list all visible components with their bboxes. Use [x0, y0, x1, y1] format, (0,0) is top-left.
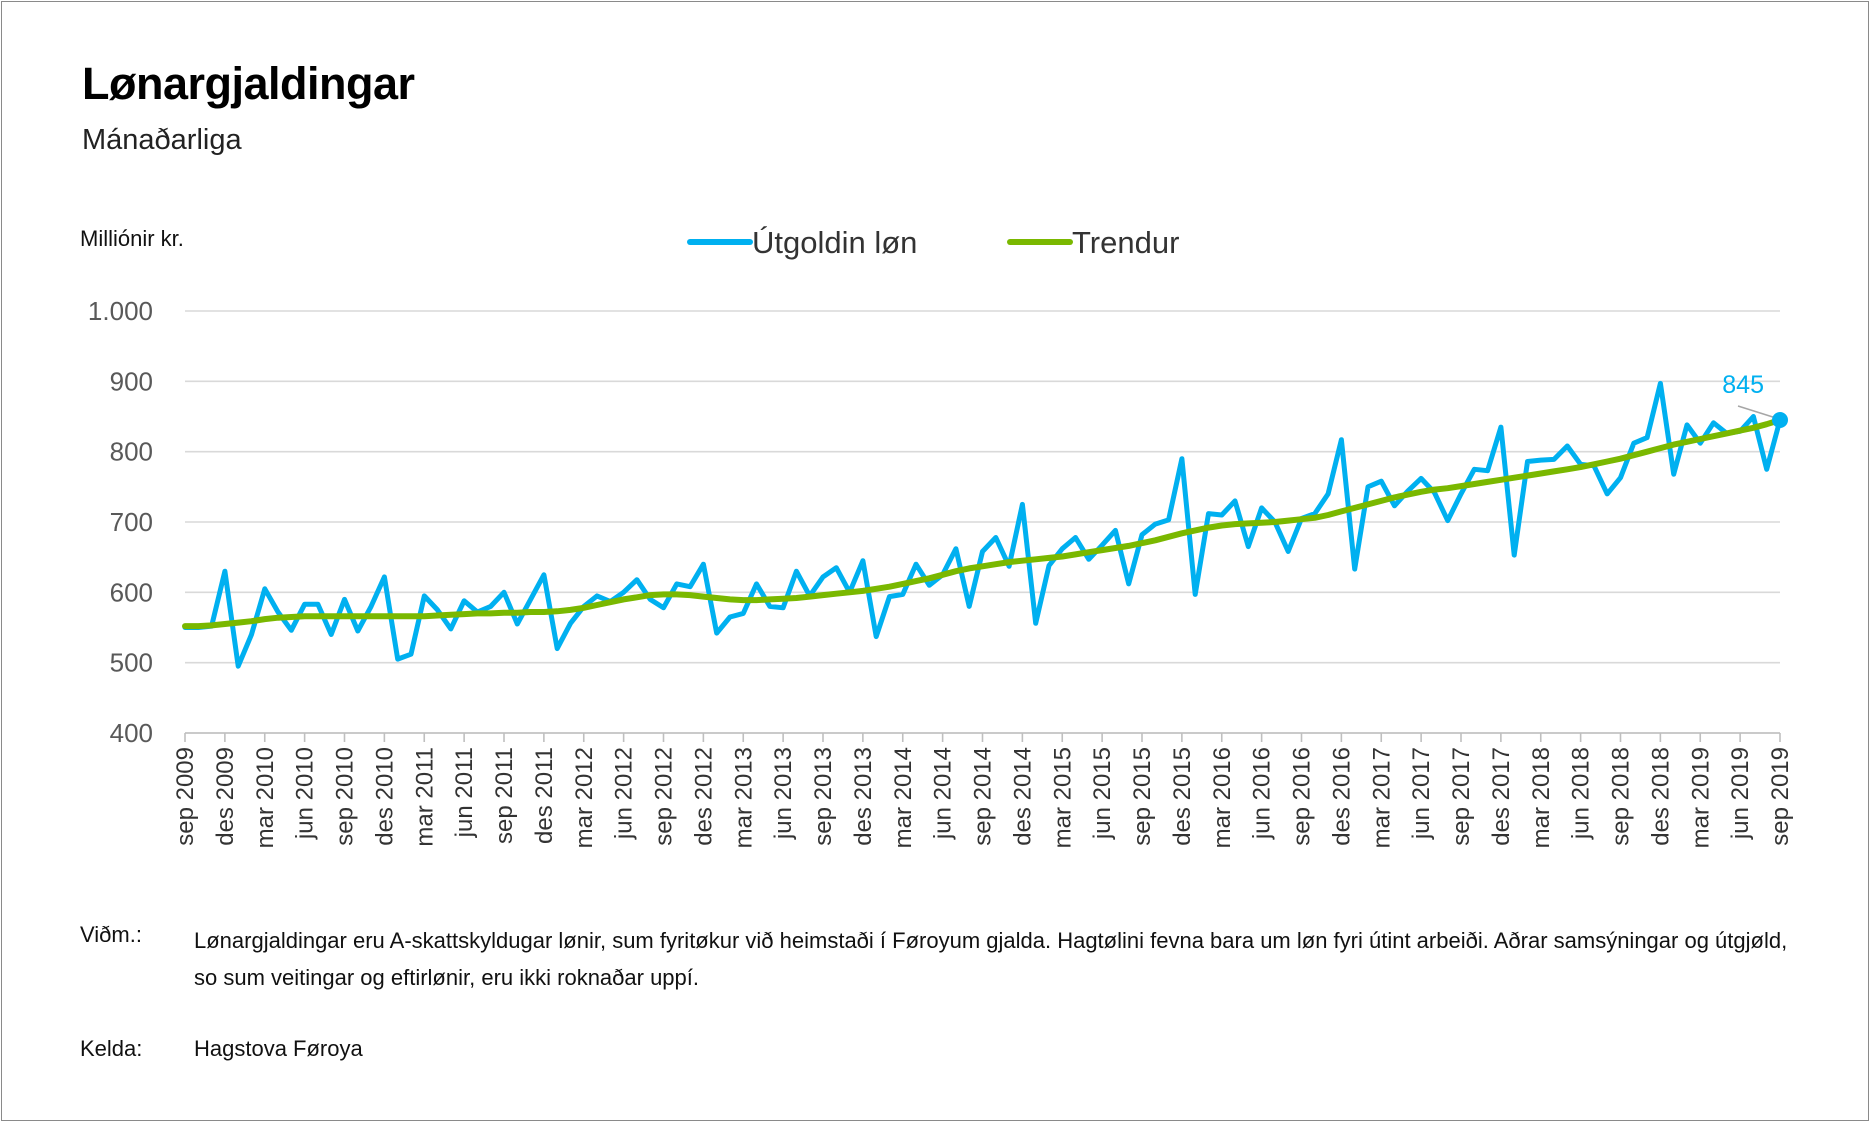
x-tick-label: des 2015: [1169, 747, 1196, 846]
footnote: Viðm.: Lønargjaldingar eru A-skattskyldu…: [80, 922, 1800, 996]
legend-label: Trendur: [1072, 225, 1179, 260]
x-tick-label: mar 2015: [1049, 747, 1076, 848]
source-text: Hagstova Føroya: [194, 1036, 363, 1061]
x-tick-label: mar 2013: [730, 747, 757, 848]
x-tick-label: des 2009: [212, 747, 239, 846]
x-tick-label: jun 2018: [1568, 747, 1595, 840]
y-tick-label: 800: [110, 437, 153, 467]
series-lines: [182, 380, 1783, 669]
x-tick-label: sep 2012: [651, 747, 678, 846]
x-tick-label: des 2013: [850, 747, 877, 846]
x-tick-label: mar 2017: [1368, 747, 1395, 848]
x-tick-label: sep 2009: [172, 747, 199, 846]
x-tick-label: mar 2016: [1209, 747, 1236, 848]
y-tick-label: 700: [110, 507, 153, 537]
y-axis-ticks: 400 500 600 700 800 900 1.000: [88, 296, 153, 748]
x-tick-label: sep 2015: [1129, 747, 1156, 846]
x-tick-label: sep 2018: [1608, 747, 1635, 846]
source-label: Kelda:: [80, 1036, 143, 1061]
x-tick-label: des 2014: [1009, 747, 1036, 846]
series-line-0: [182, 380, 1783, 669]
x-tick-label: sep 2011: [491, 747, 518, 844]
end-value-label: 845: [1722, 371, 1764, 399]
x-tick-label: des 2011: [531, 747, 558, 844]
x-tick-label: mar 2014: [890, 747, 917, 848]
x-tick-label: mar 2010: [252, 747, 279, 848]
x-tick-label: sep 2014: [970, 747, 997, 846]
gridlines: [185, 310, 1780, 734]
x-tick-label: jun 2017: [1408, 747, 1435, 840]
legend-label: Útgoldin løn: [752, 225, 917, 260]
y-tick-label: 600: [110, 577, 153, 607]
x-tick-label: sep 2010: [332, 747, 359, 846]
line-chart: 400 500 600 700 800 900 1.000 sep 2009 des 2009…: [88, 225, 1794, 848]
x-tick-label: des 2016: [1328, 747, 1355, 846]
x-tick-label: mar 2019: [1687, 747, 1714, 848]
x-tick-label: des 2018: [1647, 747, 1674, 846]
end-annotation: 845: [1722, 371, 1788, 429]
series-line-1: [182, 417, 1783, 630]
x-tick-label: jun 2010: [292, 747, 319, 840]
y-tick-label: 900: [110, 366, 153, 396]
x-tick-label: jun 2014: [930, 747, 957, 840]
footnote-text: Lønargjaldingar eru A-skattskyldugar løn…: [194, 928, 1788, 990]
legend: Útgoldin løn Trendur: [687, 225, 1179, 260]
y-tick-label: 500: [110, 648, 153, 678]
x-tick-label: des 2010: [371, 747, 398, 846]
end-point: [1772, 412, 1788, 429]
x-tick-label: des 2012: [690, 747, 717, 846]
x-tick-label: sep 2017: [1448, 747, 1475, 846]
x-tick-label: jun 2019: [1727, 747, 1754, 840]
x-tick-label: jun 2015: [1089, 747, 1116, 840]
x-axis: sep 2009 des 2009 mar 2010 jun 2010 sep 2010…: [172, 732, 1794, 848]
x-tick-label: sep 2019: [1767, 747, 1794, 846]
x-tick-label: des 2017: [1488, 747, 1515, 846]
chart-subtitle: Mánaðarliga: [82, 124, 242, 156]
x-tick-label: jun 2012: [611, 747, 638, 840]
x-tick-label: sep 2016: [1289, 747, 1316, 846]
x-tick-label: jun 2016: [1249, 747, 1276, 840]
footnote-label: Viðm.:: [80, 922, 142, 947]
annotation-leader: [1737, 405, 1777, 419]
x-tick-label: jun 2013: [770, 747, 797, 840]
chart-title: Lønargjaldingar: [82, 58, 415, 109]
x-tick-label: jun 2011: [451, 747, 478, 838]
y-axis-label: Milliónir kr.: [80, 226, 184, 251]
y-tick-label: 400: [110, 718, 153, 748]
x-tick-label: mar 2012: [571, 747, 598, 848]
x-tick-label: mar 2011: [411, 747, 438, 847]
source: Kelda: Hagstova Føroya: [80, 1036, 363, 1062]
x-tick-label: sep 2013: [810, 747, 837, 846]
y-tick-label: 1.000: [88, 296, 153, 326]
x-tick-label: mar 2018: [1528, 747, 1555, 848]
